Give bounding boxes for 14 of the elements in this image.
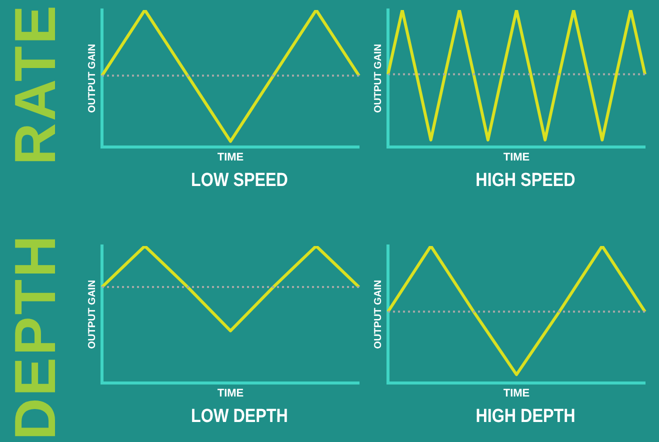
text: LOW SPEED (190, 170, 289, 192)
y-axis-title: OUTPUT GAIN (86, 44, 98, 113)
x-axis-title: TIME (217, 387, 244, 400)
text: HIGH SPEED (474, 170, 576, 192)
text: HIGH DEPTH (474, 406, 576, 428)
text: RATE (2, 3, 69, 165)
y-axis-title: OUTPUT GAIN (372, 44, 384, 113)
y-axis-title: OUTPUT GAIN (86, 280, 98, 349)
x-axis-title: TIME (503, 151, 530, 164)
text: LOW DEPTH (190, 406, 289, 428)
x-axis-title: TIME (217, 151, 244, 164)
y-axis-title: OUTPUT GAIN (372, 280, 384, 349)
x-axis-title: TIME (503, 387, 530, 400)
text: DEPTH (2, 233, 69, 440)
